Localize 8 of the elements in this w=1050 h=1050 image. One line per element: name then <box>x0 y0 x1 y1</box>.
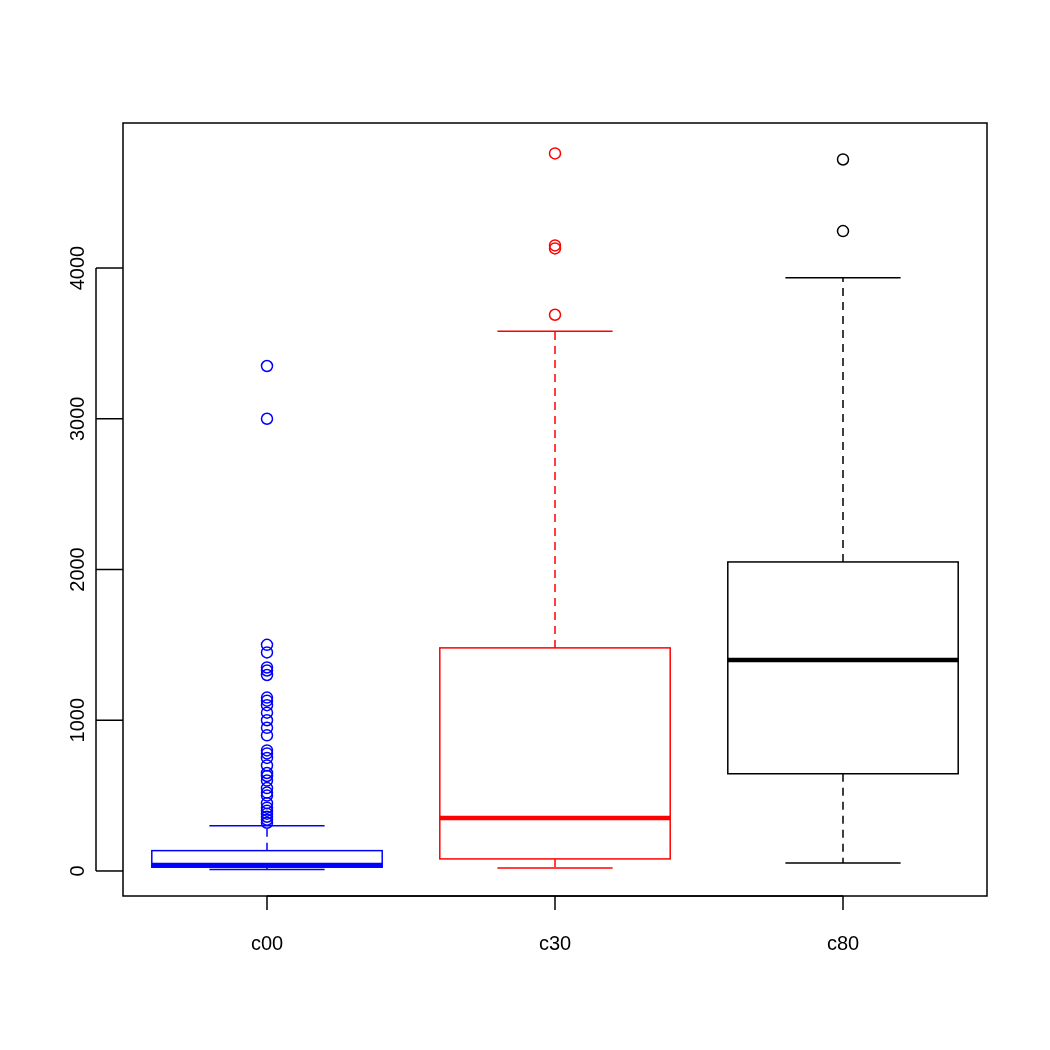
y-tick-label: 0 <box>66 865 88 877</box>
x-tick-label: c00 <box>250 932 284 954</box>
x-tick-label: c30 <box>538 932 572 954</box>
y-tick-label: 4000 <box>66 245 88 291</box>
y-tick-label: 1000 <box>66 697 88 743</box>
y-tick-label: 3000 <box>66 396 88 441</box>
x-tick-label: c80 <box>826 932 860 954</box>
y-tick-label: 2000 <box>66 547 88 592</box>
